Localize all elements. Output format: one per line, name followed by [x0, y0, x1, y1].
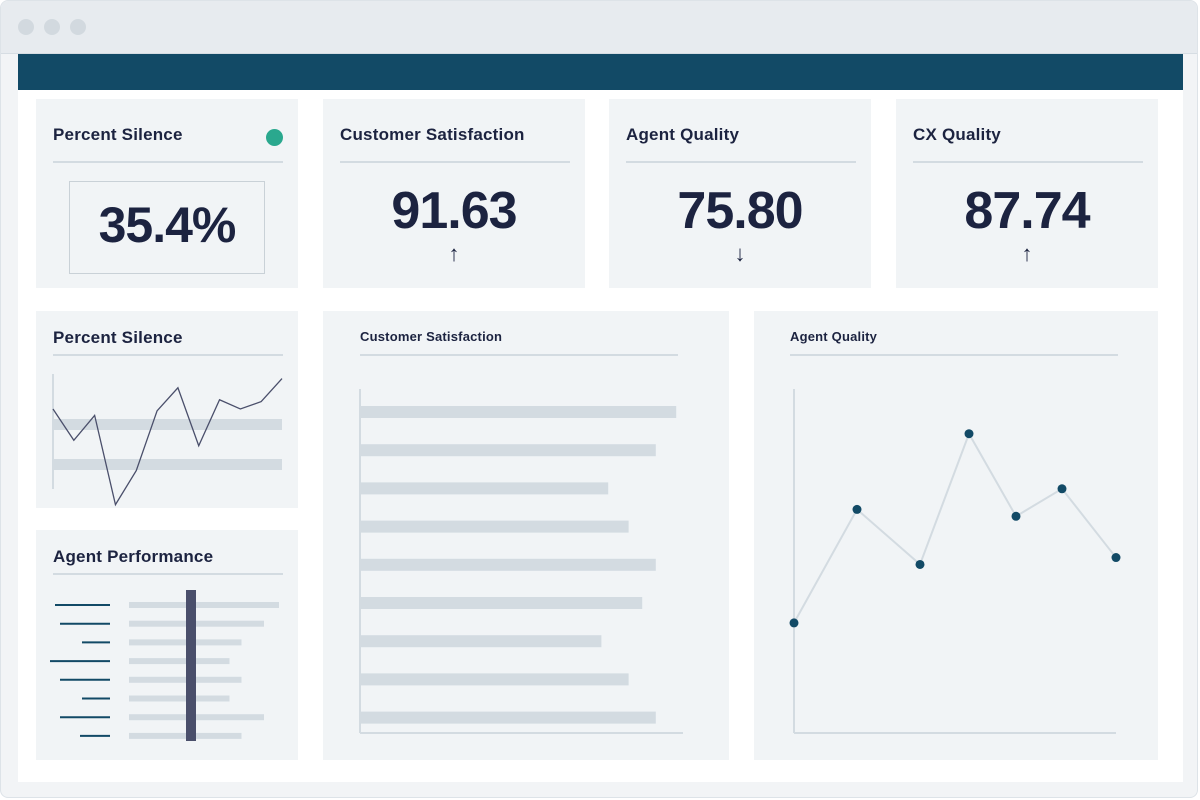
- quality-data-point: [964, 429, 974, 439]
- satisfaction-bar: [360, 597, 643, 609]
- panel-title: Agent Performance: [53, 547, 214, 566]
- agent-performance-chart: [50, 590, 279, 741]
- kpi-title: Percent Silence: [53, 125, 183, 144]
- target-indicator-bar: [186, 590, 196, 741]
- title-divider: [53, 161, 283, 163]
- title-divider: [340, 161, 570, 163]
- kpi-card-cx-quality[interactable]: CX Quality 87.74 ↑: [896, 99, 1158, 288]
- window-titlebar: [1, 1, 1197, 54]
- satisfaction-bar: [360, 482, 609, 495]
- kpi-card-percent-silence[interactable]: Percent Silence 35.4%: [36, 99, 298, 288]
- panel-customer-satisfaction-chart[interactable]: Customer Satisfaction: [323, 311, 729, 760]
- trend-up-icon: ↑: [448, 241, 460, 266]
- agent-row-bar: [129, 658, 230, 665]
- agent-row-bar: [129, 732, 242, 739]
- title-divider: [790, 354, 1118, 356]
- satisfaction-bar: [360, 673, 629, 686]
- dashboard-header-bar: [18, 54, 1183, 90]
- silence-series-line: [52, 378, 283, 507]
- dashboard-canvas: Percent Silence 35.4% Customer Satisfact…: [18, 54, 1183, 782]
- satisfaction-bar: [360, 520, 629, 533]
- satisfaction-bar: [360, 444, 656, 457]
- satisfaction-bar: [360, 406, 677, 418]
- title-divider: [360, 354, 678, 356]
- quality-data-point: [852, 504, 862, 514]
- close-window-dot[interactable]: [18, 19, 34, 35]
- title-divider: [626, 161, 856, 163]
- agent-row-bar: [129, 714, 264, 721]
- title-divider: [53, 354, 283, 356]
- kpi-title: Customer Satisfaction: [340, 125, 525, 144]
- panel-title: Customer Satisfaction: [360, 329, 503, 344]
- quality-data-point: [789, 618, 799, 628]
- quality-data-point: [1111, 553, 1121, 563]
- quality-series-line: [793, 431, 1117, 624]
- quality-data-point: [1011, 511, 1021, 521]
- zoom-window-dot[interactable]: [70, 19, 86, 35]
- kpi-card-agent-quality[interactable]: Agent Quality 75.80 ↓: [609, 99, 871, 288]
- title-divider: [913, 161, 1143, 163]
- satisfaction-bar: [360, 635, 602, 648]
- kpi-value: 91.63: [391, 182, 517, 240]
- panel-title: Agent Quality: [790, 329, 878, 344]
- kpi-value: 75.80: [677, 182, 803, 240]
- agent-row-bar: [129, 676, 242, 683]
- kpi-title: Agent Quality: [626, 125, 740, 144]
- agent-quality-line-chart: [789, 389, 1121, 734]
- status-indicator-icon: [266, 129, 283, 146]
- agent-row-bar: [129, 695, 230, 702]
- title-divider: [53, 573, 283, 575]
- panel-agent-performance[interactable]: Agent Performance: [36, 530, 298, 760]
- agent-row-bar: [129, 602, 279, 608]
- panel-percent-silence-chart[interactable]: Percent Silence: [36, 311, 298, 508]
- agent-row-bar: [129, 639, 242, 646]
- kpi-card-customer-satisfaction[interactable]: Customer Satisfaction 91.63 ↑: [323, 99, 585, 288]
- quality-data-point: [915, 559, 925, 569]
- trend-up-icon: ↑: [1021, 241, 1033, 266]
- band-bar: [53, 459, 282, 470]
- band-bar: [53, 419, 282, 430]
- quality-data-point: [1057, 484, 1067, 494]
- panel-agent-quality-chart[interactable]: Agent Quality: [754, 311, 1158, 760]
- kpi-title: CX Quality: [913, 125, 1001, 144]
- trend-down-icon: ↓: [734, 241, 746, 266]
- customer-satisfaction-bar-chart: [359, 389, 683, 734]
- panel-title: Percent Silence: [53, 328, 183, 347]
- minimize-window-dot[interactable]: [44, 19, 60, 35]
- agent-row-bar: [129, 620, 264, 627]
- kpi-value: 87.74: [964, 182, 1090, 240]
- value-box: 35.4%: [69, 181, 265, 274]
- kpi-value: 35.4%: [98, 197, 237, 253]
- satisfaction-bar: [360, 711, 656, 724]
- satisfaction-bar: [360, 558, 656, 571]
- percent-silence-line-chart: [52, 374, 283, 507]
